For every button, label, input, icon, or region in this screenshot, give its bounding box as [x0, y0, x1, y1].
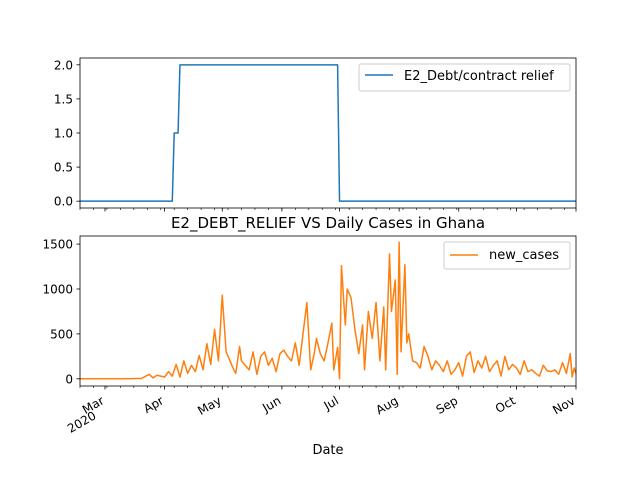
top-x-axis	[79, 208, 577, 212]
top-subplot: 0.0 0.5 1.0 1.5 2.0 E2_Debt/contract relief	[54, 57, 577, 212]
bottom-legend: new_cases	[443, 241, 571, 270]
y-tick-label: 500	[50, 327, 73, 341]
bottom-legend-label: new_cases	[489, 248, 559, 263]
top-plot-lines	[80, 64, 576, 202]
y-tick-label: 0.5	[54, 161, 73, 175]
y-tick-label: 1.0	[54, 127, 73, 141]
y-tick-label: 0.0	[54, 195, 73, 209]
y-tick-label: 1500	[42, 238, 73, 252]
top-legend-box	[358, 63, 571, 92]
bottom-plot-frame	[79, 235, 577, 387]
bottom-y-axis: 0 500 1000 1500	[42, 238, 80, 386]
x-tick-label: Jul	[321, 393, 341, 413]
chart-title: E2_DEBT_RELIEF VS Daily Cases in Ghana	[171, 214, 485, 233]
y-tick-label: 1000	[42, 282, 73, 296]
bottom-legend-box	[443, 241, 571, 270]
series-line-e2-debt-contract-relief	[80, 64, 576, 202]
bottom-plot-lines	[80, 241, 577, 380]
top-legend-label: E2_Debt/contract relief	[404, 69, 554, 84]
y-tick-label: 1.5	[54, 92, 73, 106]
y-tick-label: 0	[65, 372, 73, 386]
top-y-axis: 0.0 0.5 1.0 1.5 2.0	[54, 58, 80, 209]
series-line-new-cases	[80, 241, 577, 380]
top-legend: E2_Debt/contract relief	[358, 63, 571, 92]
x-axis-label: Date	[312, 443, 343, 458]
y-tick-label: 2.0	[54, 58, 73, 72]
